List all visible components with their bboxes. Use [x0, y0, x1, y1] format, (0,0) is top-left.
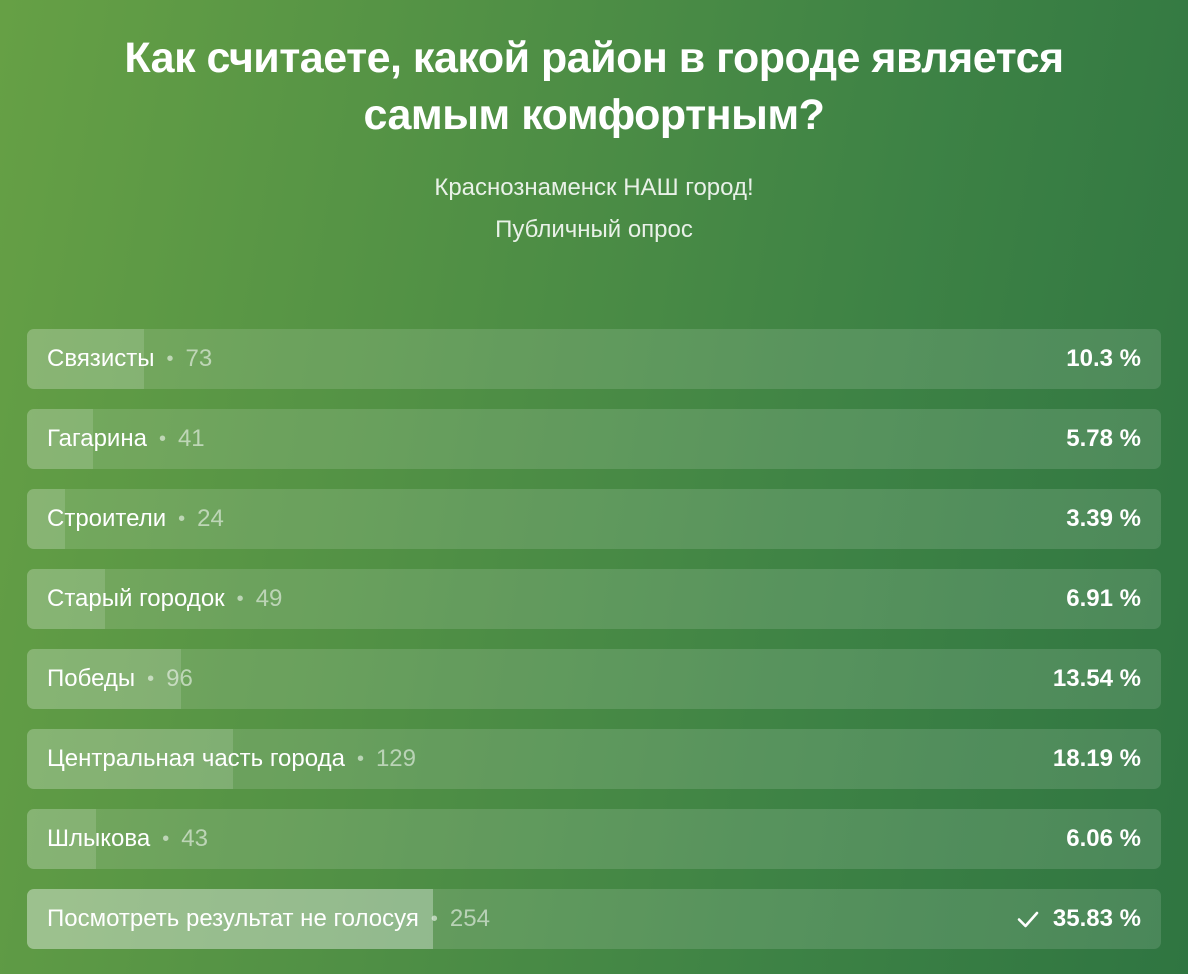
- option-vote-count: 49: [255, 585, 283, 612]
- option-separator: •: [147, 667, 155, 690]
- option-result-bar: [27, 409, 93, 469]
- poll-option[interactable]: Гагарина • 41 5.78 %: [27, 409, 1161, 469]
- option-label: Строители: [47, 505, 167, 532]
- poll-option[interactable]: Победы • 96 13.54 %: [27, 649, 1161, 709]
- option-label: Шлыкова: [47, 825, 151, 852]
- option-separator: •: [162, 827, 170, 850]
- option-result-bar: [27, 569, 106, 629]
- option-result-bar: [27, 809, 96, 869]
- option-vote-count: 254: [449, 905, 490, 932]
- option-result-bar: [27, 889, 434, 949]
- option-percent: 18.19 %: [1052, 745, 1141, 772]
- option-percent: 13.54 %: [1052, 665, 1141, 692]
- option-result-bar: [27, 729, 234, 789]
- option-vote-count: 73: [185, 345, 213, 372]
- poll-option[interactable]: Связисты • 73 10.3 %: [27, 329, 1161, 389]
- option-vote-count: 96: [166, 665, 193, 692]
- option-label: Гагарина: [47, 425, 147, 452]
- option-label: Старый городок: [47, 585, 225, 612]
- poll-option-selected[interactable]: Посмотреть результат не голосуя • 254 35…: [27, 889, 1161, 949]
- poll-title: Как считаете, какой район в городе являе…: [124, 34, 1064, 139]
- option-percent: 35.83 %: [1052, 905, 1141, 932]
- option-percent: 5.78 %: [1066, 425, 1141, 452]
- poll-option[interactable]: Строители • 24 3.39 %: [27, 489, 1161, 549]
- poll-option[interactable]: Шлыкова • 43 6.06 %: [27, 809, 1161, 869]
- option-vote-count: 24: [197, 505, 224, 532]
- option-label: Посмотреть результат не голосуя: [47, 905, 419, 932]
- option-separator: •: [430, 907, 438, 930]
- option-label: Связисты: [47, 345, 155, 372]
- option-result-bar: [27, 329, 144, 389]
- option-separator: •: [356, 747, 364, 770]
- option-label: Центральная часть города: [47, 745, 345, 772]
- option-separator: •: [158, 427, 166, 450]
- poll-option[interactable]: Старый городок • 49 6.91 %: [27, 569, 1161, 629]
- option-percent: 10.3 %: [1066, 345, 1141, 372]
- check-icon: [1017, 908, 1039, 930]
- option-percent: 6.91 %: [1066, 585, 1141, 612]
- option-vote-count: 129: [375, 745, 416, 772]
- poll-type: Публичный опрос: [495, 216, 693, 243]
- option-vote-count: 41: [177, 425, 205, 452]
- option-percent: 6.06 %: [1066, 825, 1141, 852]
- option-vote-count: 43: [181, 825, 208, 852]
- option-separator: •: [166, 347, 174, 370]
- option-percent: 3.39 %: [1066, 505, 1141, 532]
- option-result-bar: [27, 489, 66, 549]
- option-result-bar: [27, 649, 181, 709]
- option-separator: •: [178, 507, 186, 530]
- option-label: Победы: [47, 665, 136, 692]
- poll-author[interactable]: Краснознаменск НАШ город!: [434, 174, 754, 201]
- option-separator: •: [236, 587, 244, 610]
- poll-options: Связисты • 73 10.3 % Гагарина • 41 5.78 …: [27, 329, 1161, 969]
- poll-option[interactable]: Центральная часть города • 129 18.19 %: [27, 729, 1161, 789]
